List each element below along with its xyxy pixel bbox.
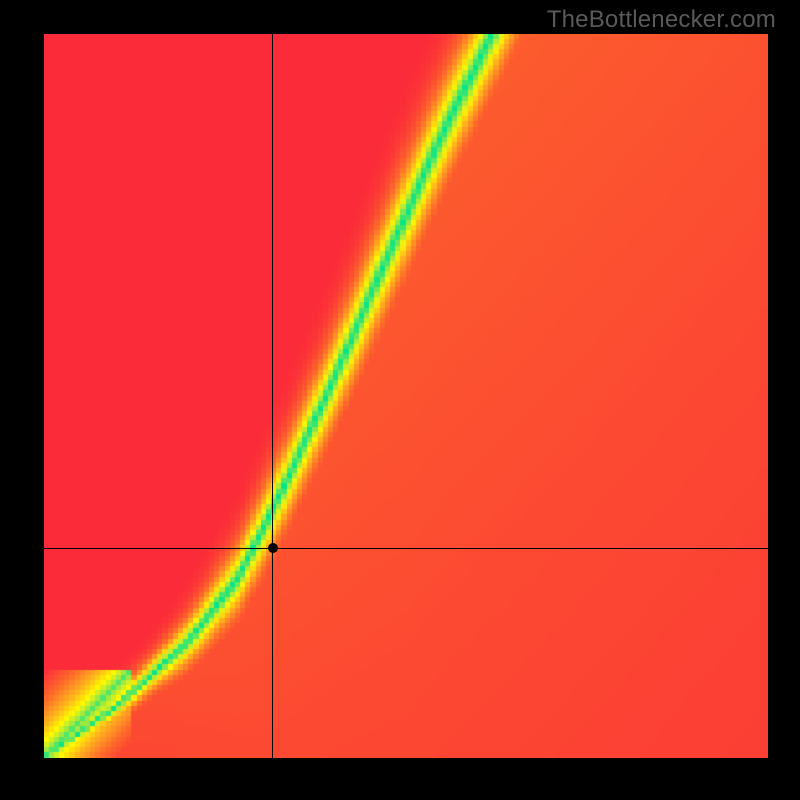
heatmap-canvas [44,34,768,758]
watermark-text: TheBottlenecker.com [547,6,776,34]
crosshair-vertical [272,34,273,758]
crosshair-horizontal [44,548,768,549]
crosshair-dot [268,543,278,553]
plot-area [44,34,768,758]
